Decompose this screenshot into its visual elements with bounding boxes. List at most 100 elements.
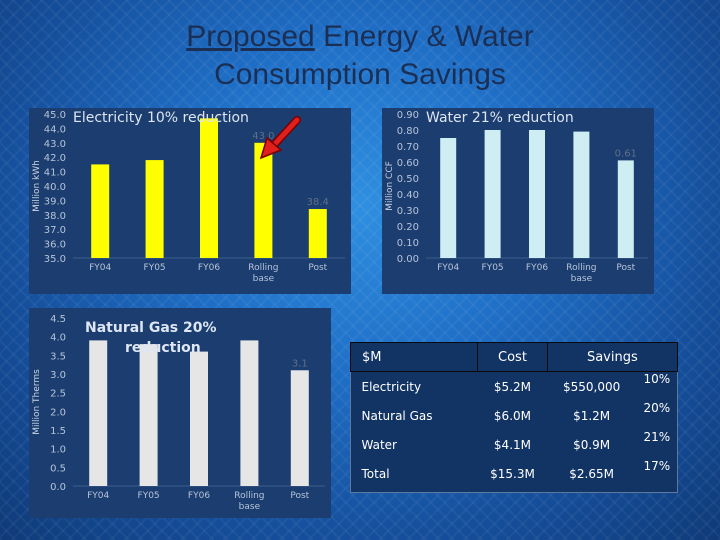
data-label: 0.61 xyxy=(615,148,637,159)
y-tick-label: 0.5 xyxy=(50,463,66,474)
y-tick-label: 3.0 xyxy=(50,370,66,381)
y-tick-label: 44.0 xyxy=(44,124,66,135)
x-tick-label: FY06 xyxy=(198,263,220,273)
header-cell: Cost xyxy=(477,342,548,372)
x-tick-label: Post xyxy=(308,263,327,273)
table-row: Water $4.1M $0.9M 21% xyxy=(351,430,678,459)
y-tick-label: 45.0 xyxy=(44,110,66,121)
bar-fy04 xyxy=(89,340,108,486)
bar-post xyxy=(308,209,327,258)
x-tick-label: FY04 xyxy=(87,491,109,501)
savings-table: $M Cost Savings Electricity $5.2M $550,0… xyxy=(349,342,679,488)
table-cell: Water xyxy=(361,437,397,452)
header-cell: Savings xyxy=(546,342,679,372)
data-label: 38.4 xyxy=(307,197,329,208)
bar-fy05 xyxy=(145,160,164,258)
y-tick-label: 39.0 xyxy=(44,196,66,207)
slide-title: Proposed Energy & Water Consumption Savi… xyxy=(0,18,720,94)
table-cell: 20% xyxy=(643,401,671,415)
table-cell: $4.1M xyxy=(493,437,531,452)
x-tick-label: FY04 xyxy=(89,263,111,273)
title-rest: Energy & Water xyxy=(314,20,534,53)
x-tick-label: Rolling xyxy=(248,263,278,273)
y-axis-label: Million kWh xyxy=(32,160,42,212)
y-tick-label: 40.0 xyxy=(44,182,66,193)
data-label: 3.1 xyxy=(292,358,308,369)
bar-fy05 xyxy=(484,130,501,258)
chart-title: Electricity 10% reduction xyxy=(73,110,249,126)
header-cell: $M xyxy=(349,342,479,372)
x-tick-label: base xyxy=(239,502,261,512)
bar-fy06 xyxy=(529,130,545,258)
bar-rolling-base xyxy=(240,340,259,486)
bar-fy05 xyxy=(139,344,158,486)
x-tick-label: FY06 xyxy=(188,491,210,501)
x-tick-label: FY04 xyxy=(437,263,459,273)
y-axis-label: Million Therms xyxy=(32,369,42,435)
y-tick-label: 42.0 xyxy=(44,153,66,164)
x-tick-label: base xyxy=(253,274,275,284)
table-cell: 10% xyxy=(643,372,671,386)
x-tick-label: FY05 xyxy=(138,491,160,501)
y-tick-label: 43.0 xyxy=(44,139,66,150)
chart-title-line1: Natural Gas 20% xyxy=(85,320,217,336)
water-chart-panel: 0.00 0.10 0.20 0.30 0.40 0.50 0.60 0.70 0.80 0.90… xyxy=(382,108,654,294)
y-tick-label: 3.5 xyxy=(50,351,66,362)
y-tick-label: 2.0 xyxy=(50,407,66,418)
table-cell: Natural Gas xyxy=(361,408,433,423)
table-row: Total $15.3M $2.65M 17% xyxy=(351,459,678,488)
x-tick-label: FY06 xyxy=(526,263,548,273)
bar-fy06 xyxy=(200,118,218,258)
arrow-head xyxy=(259,136,283,160)
title-line2: Consumption Savings xyxy=(214,58,506,91)
y-tick-label: 1.0 xyxy=(50,445,66,456)
gas-chart-panel: 0.0 0.5 1.0 1.5 2.0 2.5 3.0 3.5 4.0 4.5 Million Th… xyxy=(29,308,331,518)
y-tick-label: 0.00 xyxy=(397,254,419,265)
electricity-chart-panel: 35.0 36.0 37.0 38.0 39.0 40.0 41.0 42.0 43.0 44.0… xyxy=(29,108,351,294)
y-axis-label: Million CCF xyxy=(385,161,395,211)
water-chart: 0.00 0.10 0.20 0.30 0.40 0.50 0.60 0.70 0.80 0.90… xyxy=(385,110,648,284)
table-cell: $550,000 xyxy=(562,379,621,394)
table-row: Electricity $5.2M $550,000 10% xyxy=(351,372,678,402)
x-tick-label: FY05 xyxy=(482,263,504,273)
title-underlined: Proposed xyxy=(186,20,315,53)
y-tick-label: 37.0 xyxy=(44,225,66,236)
x-tick-label: Rolling xyxy=(566,263,596,273)
table-cell: $1.2M xyxy=(573,408,611,423)
y-tick-label: 0.80 xyxy=(397,126,419,137)
table-cell: 21% xyxy=(643,430,671,444)
bar-fy04 xyxy=(440,138,457,258)
y-tick-label: 36.0 xyxy=(44,240,66,251)
red-arrow-annotation xyxy=(259,116,301,160)
y-tick-label: 2.5 xyxy=(50,389,66,400)
y-tick-label: 1.5 xyxy=(50,426,66,437)
x-tick-label: FY05 xyxy=(144,263,166,273)
y-tick-label: 41.0 xyxy=(44,168,66,179)
y-tick-label: 0.60 xyxy=(397,158,419,169)
table-cell: $2.65M xyxy=(569,466,614,481)
chart-title: Water 21% reduction xyxy=(426,110,574,126)
data-label: 43.0 xyxy=(252,131,274,142)
table-header-row: $M Cost Savings xyxy=(349,342,679,372)
x-tick-label: Rolling xyxy=(234,491,264,501)
bar-rolling-base xyxy=(573,131,590,258)
table-cell: $6.0M xyxy=(493,408,531,423)
x-tick-label: Post xyxy=(616,263,635,273)
gas-chart: 0.0 0.5 1.0 1.5 2.0 2.5 3.0 3.5 4.0 4.5 Million Th… xyxy=(32,314,325,512)
bar-rolling-base xyxy=(254,142,273,258)
x-tick-label: base xyxy=(571,274,593,284)
bar-fy06 xyxy=(190,351,208,486)
y-tick-label: 0.90 xyxy=(397,110,419,121)
table-cell: $0.9M xyxy=(573,437,611,452)
y-tick-label: 35.0 xyxy=(44,254,66,265)
chart-title-line2: reduction xyxy=(125,340,201,356)
table-cell: Electricity xyxy=(361,379,422,394)
y-tick-label: 4.5 xyxy=(50,314,66,325)
y-tick-label: 0.30 xyxy=(397,206,419,217)
y-tick-label: 0.20 xyxy=(397,222,419,233)
bar-post xyxy=(290,370,309,486)
arrow-shaft xyxy=(270,117,300,149)
y-tick-label: 0.40 xyxy=(397,190,419,201)
y-tick-label: 0.70 xyxy=(397,142,419,153)
table-row: Natural Gas $6.0M $1.2M 20% xyxy=(351,401,678,430)
